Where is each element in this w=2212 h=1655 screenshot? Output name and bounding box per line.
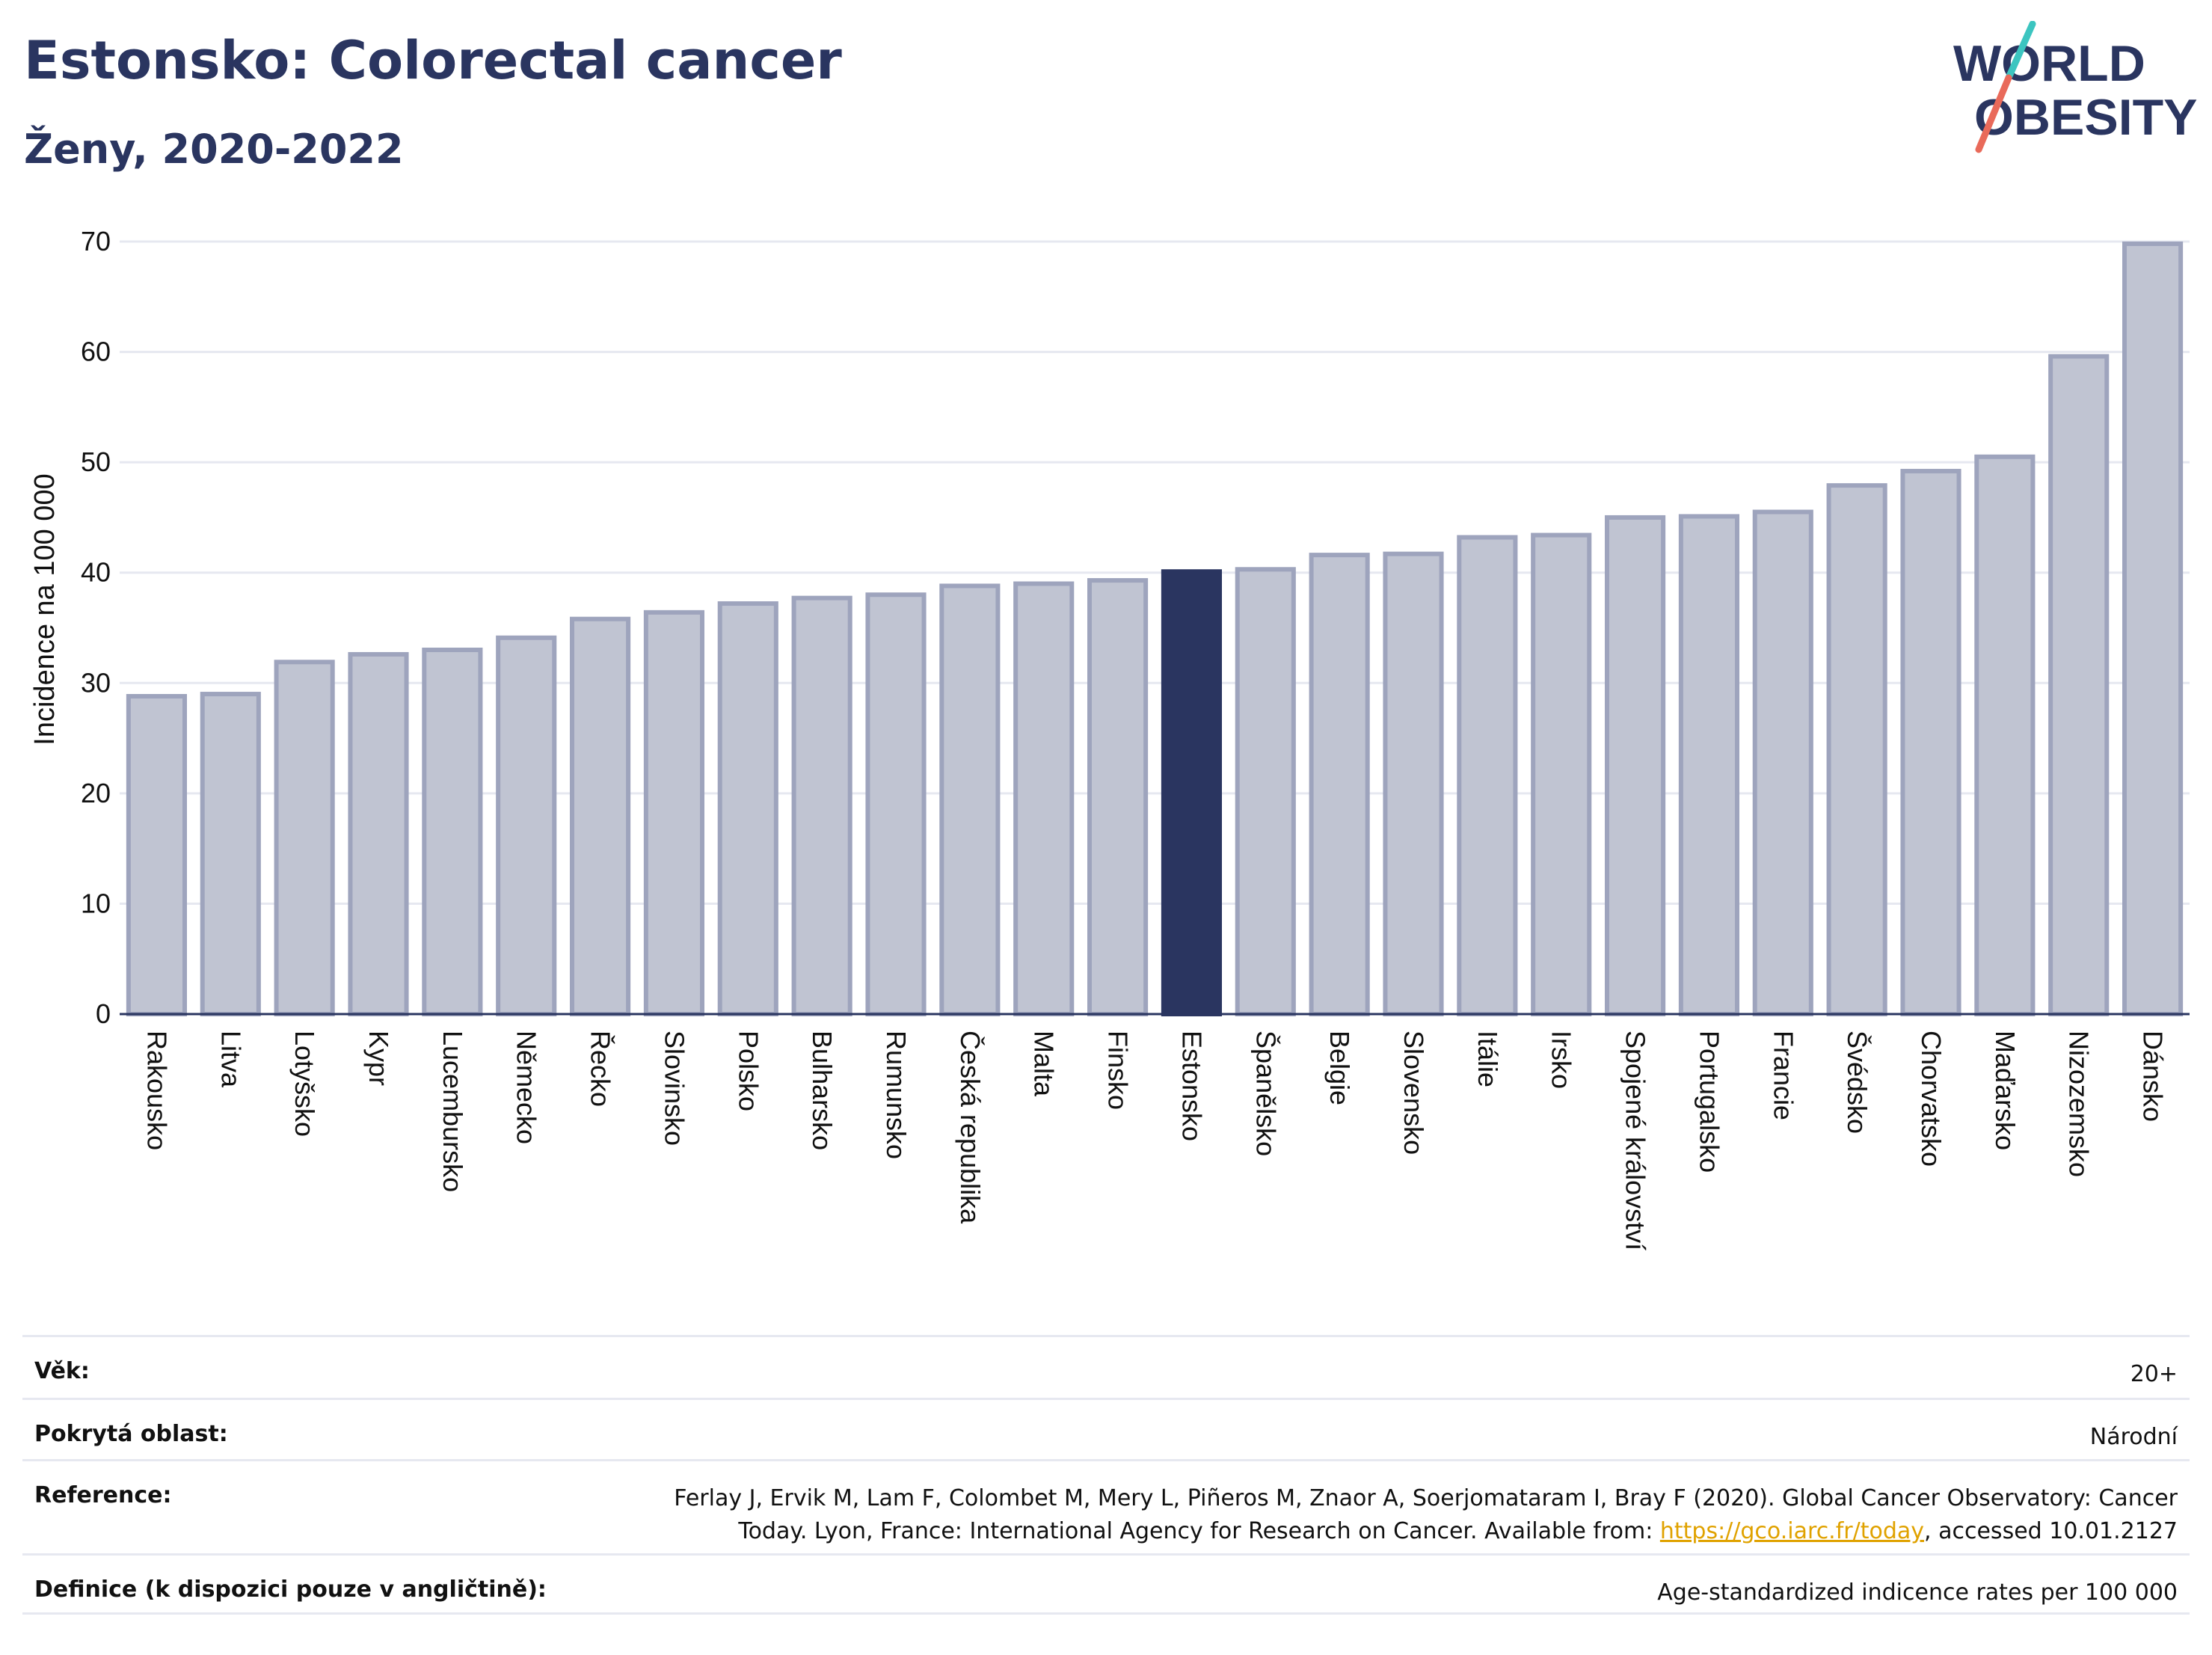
bar (717, 601, 778, 1016)
bar (1235, 567, 1296, 1016)
x-tick-label: Maďarsko (1990, 1031, 2021, 1150)
reference-text-pre: Today. Lyon, France: International Agenc… (738, 1518, 1660, 1544)
y-tick-label: 30 (81, 667, 111, 698)
meta-value-age: 20+ (2130, 1361, 2178, 1387)
bar (200, 692, 261, 1016)
x-tick-label: Belgie (1324, 1031, 1355, 1105)
x-tick-label: Bulharsko (807, 1031, 838, 1150)
bar (1974, 454, 2036, 1016)
logo-word-world: WORLD (1953, 35, 2145, 92)
logo-slash-bottom (1975, 74, 2012, 153)
x-tick-label: Slovinsko (659, 1031, 689, 1146)
metadata-table: Věk: 20+ Pokrytá oblast: Národní Referen… (22, 1335, 2190, 1615)
bar (791, 595, 852, 1016)
bar (126, 693, 187, 1016)
bar (1678, 514, 1739, 1016)
meta-row-definition: Definice (k dispozici pouze v angličtině… (22, 1553, 2190, 1615)
x-tick-label: Polsko (733, 1031, 764, 1111)
y-tick-label: 70 (81, 226, 111, 257)
bar (496, 635, 557, 1016)
x-tick-label: Irsko (1546, 1031, 1577, 1089)
y-tick-label: 40 (81, 557, 111, 588)
y-tick-label: 50 (81, 446, 111, 477)
meta-label-definition: Definice (k dispozici pouze v angličtině… (34, 1576, 547, 1603)
bar (1309, 553, 1370, 1016)
meta-row-age: Věk: 20+ (22, 1335, 2190, 1398)
x-tick-label: Kypr (363, 1031, 394, 1086)
reference-line-2: Today. Lyon, France: International Agenc… (674, 1515, 2178, 1548)
bar (1752, 509, 1813, 1016)
bar (1900, 468, 1961, 1016)
x-tick-label: Chorvatsko (1916, 1031, 1947, 1167)
bar (348, 651, 409, 1016)
y-tick-label: 0 (96, 998, 111, 1029)
bar (1826, 483, 1887, 1016)
y-tick-label: 10 (81, 888, 111, 918)
x-tick-label: Španělsko (1250, 1031, 1281, 1156)
meta-value-reference: Ferlay J, Ervik M, Lam F, Colombet M, Me… (674, 1482, 2178, 1548)
bar (865, 592, 927, 1016)
logo-slash-top (2005, 21, 2036, 82)
bar (1383, 551, 1444, 1016)
meta-label-reference: Reference: (34, 1482, 172, 1508)
bar (274, 660, 335, 1016)
x-tick-label: Malta (1029, 1031, 1060, 1097)
x-tick-label: Švédsko (1842, 1031, 1872, 1134)
bar (1087, 578, 1149, 1016)
x-tick-label: Dánsko (2138, 1031, 2169, 1122)
meta-value-definition: Age-standardized indicence rates per 100… (1657, 1579, 2178, 1606)
x-tick-label: Česká republika (955, 1031, 986, 1224)
x-tick-label: Lucembursko (437, 1031, 468, 1192)
meta-label-coverage: Pokrytá oblast: (34, 1421, 228, 1447)
x-tick-label: Nizozemsko (2064, 1031, 2095, 1177)
bar (2122, 241, 2184, 1016)
x-tick-labels: Rakousko Litva Lotyšsko Kypr Lucembursko Něme… (141, 1031, 2168, 1250)
bar (1013, 581, 1075, 1016)
bars-layer (126, 241, 2184, 1016)
x-tick-label: Slovensko (1398, 1031, 1429, 1155)
x-tick-label: Finsko (1103, 1031, 1134, 1110)
bar (1605, 515, 1666, 1016)
y-tick-label: 60 (81, 337, 111, 367)
x-tick-label: Portugalsko (1694, 1031, 1724, 1173)
bar-highlighted (1161, 569, 1222, 1016)
bar (2048, 354, 2110, 1016)
y-tick-label: 20 (81, 778, 111, 808)
world-obesity-logo: WORLD OBESITY (1953, 21, 2198, 153)
meta-value-coverage: Národní (2089, 1424, 2178, 1450)
x-tick-label: Rakousko (141, 1031, 172, 1150)
x-tick-label: Lotyšsko (289, 1031, 320, 1137)
x-tick-label: Spojené království (1620, 1031, 1651, 1250)
x-tick-label: Litva (215, 1031, 246, 1088)
meta-label-age: Věk: (34, 1358, 90, 1384)
bar (1531, 532, 1592, 1016)
bar (422, 648, 483, 1016)
x-tick-label: Estonsko (1176, 1031, 1207, 1141)
bar (939, 583, 1001, 1016)
reference-text-post: , accessed 10.01.2127 (1924, 1518, 2178, 1544)
y-tick-labels: 0 10 20 30 40 50 60 70 (81, 226, 111, 1029)
x-tick-label: Německo (511, 1031, 542, 1144)
meta-row-coverage: Pokrytá oblast: Národní (22, 1398, 2190, 1459)
x-tick-label: Rumunsko (881, 1031, 912, 1159)
logo-word-obesity: OBESITY (1974, 89, 2198, 146)
x-tick-label: Řecko (586, 1031, 616, 1107)
reference-line-1: Ferlay J, Ervik M, Lam F, Colombet M, Me… (674, 1485, 2178, 1511)
bar (1457, 535, 1518, 1016)
bar (570, 616, 631, 1016)
chart-title: Estonsko: Colorectal cancer (24, 30, 842, 91)
x-tick-label: Francie (1768, 1031, 1798, 1120)
y-axis-label: Incidence na 100 000 (29, 473, 61, 745)
bar (643, 610, 704, 1016)
meta-row-reference: Reference: Ferlay J, Ervik M, Lam F, Col… (22, 1459, 2190, 1553)
chart-subtitle: Ženy, 2020-2022 (24, 126, 404, 173)
x-tick-label: Itálie (1472, 1031, 1503, 1087)
bar-chart: 0 10 20 30 40 50 60 70 Rakousko Litva Lotyšsko Kyp… (29, 226, 2190, 1250)
reference-link[interactable]: https://gco.iarc.fr/today (1659, 1518, 1925, 1544)
